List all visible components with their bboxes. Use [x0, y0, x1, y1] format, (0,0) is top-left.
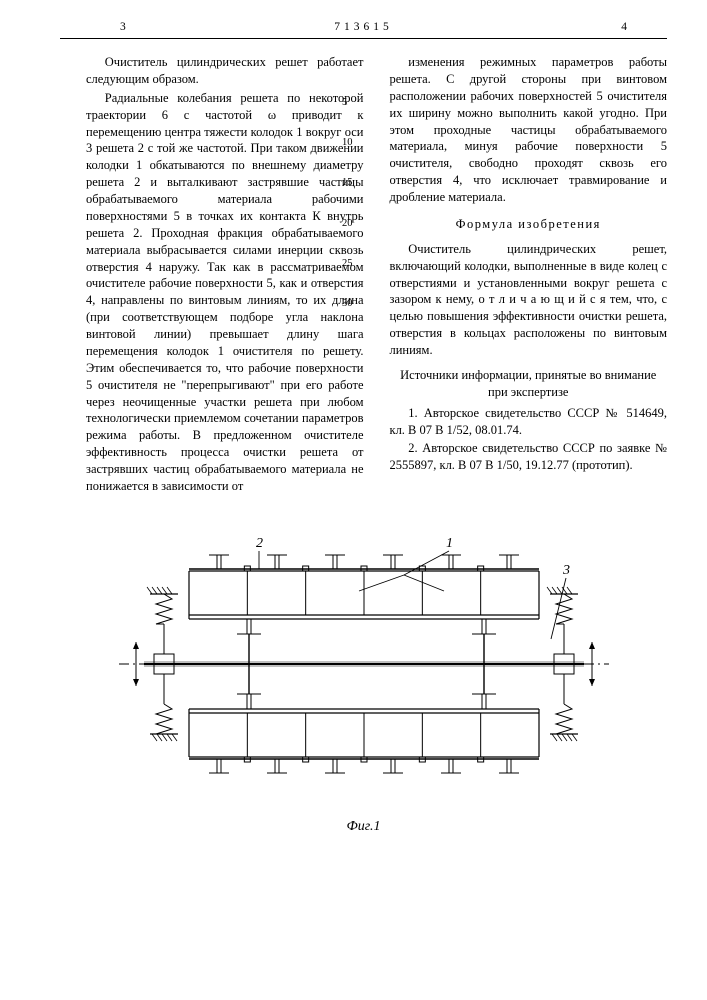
- svg-text:2: 2: [256, 536, 263, 551]
- body-paragraph: изменения режимных параметров работы реш…: [390, 54, 668, 206]
- source-item: 1. Авторское свидетельство СССР № 514649…: [390, 405, 668, 439]
- gutter-line-number: 25: [342, 257, 353, 271]
- gutter-line-number: 20: [342, 217, 353, 231]
- patent-number: 713615: [334, 20, 393, 36]
- body-paragraph: Радиальные колебания решета по некоторой…: [86, 90, 364, 495]
- gutter-line-number: 5: [342, 96, 347, 110]
- sources-title: Источники информации, принятые во вниман…: [390, 367, 668, 401]
- svg-text:1: 1: [446, 536, 453, 551]
- svg-text:3: 3: [562, 563, 570, 578]
- claim-text: Очиститель цилиндрических решет, включаю…: [390, 241, 668, 359]
- claims-title: Формула изобретения: [390, 216, 668, 233]
- gutter-line-number: 15: [342, 176, 353, 190]
- right-column: изменения режимных параметров работы реш…: [390, 54, 668, 497]
- gutter-line-number: 30: [342, 297, 353, 311]
- two-column-body: 5 10 15 20 25 30 Очиститель цилиндрических ре…: [60, 54, 667, 497]
- figure-1-svg: 2 1 3: [114, 519, 614, 809]
- figure-1: 2 1 3 Фиг.1: [60, 519, 667, 837]
- page-number-left: 3: [120, 20, 126, 36]
- page-number-right: 4: [621, 20, 627, 36]
- source-item: 2. Авторское свидетельство СССР по заявк…: [390, 440, 668, 474]
- header-rule: [60, 38, 667, 39]
- figure-caption: Фиг.1: [346, 818, 380, 837]
- gutter-line-number: 10: [342, 136, 353, 150]
- page-header: 3 713615 4: [60, 20, 667, 48]
- left-column: Очиститель цилиндрических решет работает…: [86, 54, 364, 497]
- body-paragraph: Очиститель цилиндрических решет работает…: [86, 54, 364, 88]
